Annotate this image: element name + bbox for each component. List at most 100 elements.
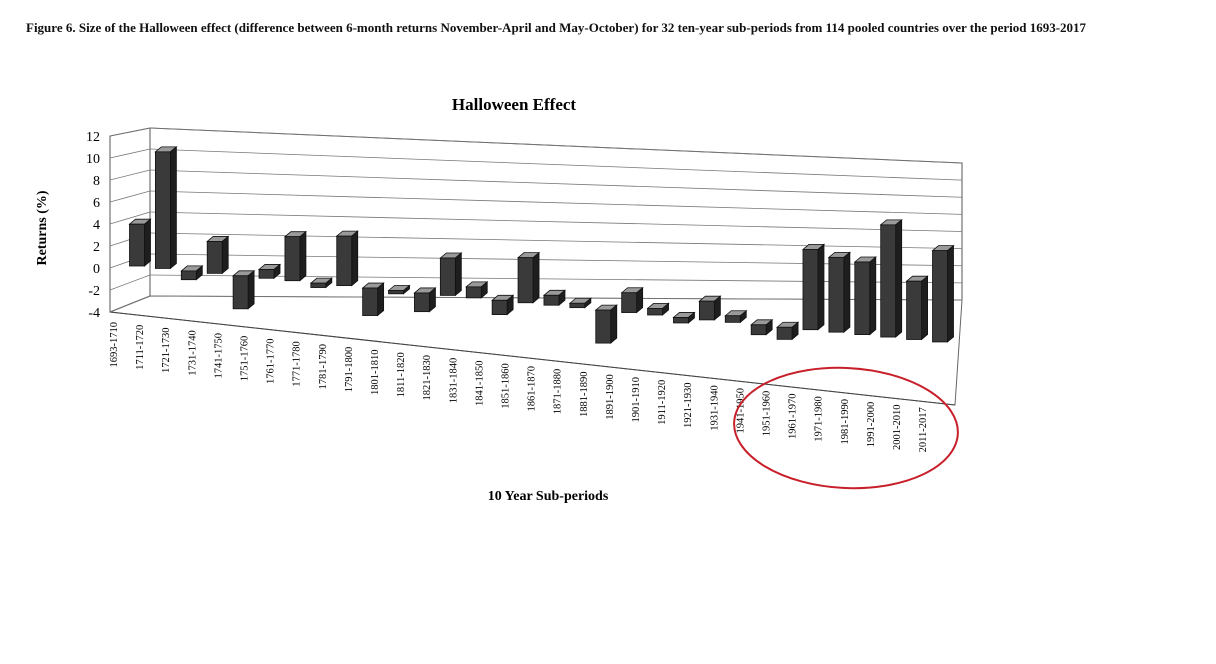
y-axis-label: Returns (%) <box>35 190 50 265</box>
x-tick-label: 1901-1910 <box>631 377 642 423</box>
bar <box>905 275 929 341</box>
bar <box>128 218 152 267</box>
x-tick-label: 1801-1810 <box>370 350 381 396</box>
bar-front-face <box>724 315 741 323</box>
bar-side-face <box>532 251 540 304</box>
bar <box>542 289 567 307</box>
bar-front-face <box>906 280 922 340</box>
bar-front-face <box>310 282 327 288</box>
bar <box>309 277 333 289</box>
tick-labels: -4 -2 0 2 4 6 8 10 12 1693-1710 1711-1720 1721-1730… <box>86 130 929 452</box>
bar <box>568 297 592 309</box>
bar-front-face <box>155 151 171 269</box>
x-tick-label: 2001-2010 <box>892 405 903 451</box>
gridline-side-4 <box>109 211 151 225</box>
gridline-5 <box>149 190 963 215</box>
gridline-7 <box>149 148 963 181</box>
gridline-side-5 <box>109 190 151 203</box>
bar <box>672 311 696 324</box>
bar-front-face <box>491 299 508 315</box>
y-tick-label: 0 <box>93 262 100 277</box>
y-tick-label: -2 <box>88 284 100 299</box>
bar <box>931 244 955 343</box>
bar <box>154 145 178 270</box>
bar-front-face <box>828 256 845 333</box>
bar-front-face <box>776 326 793 340</box>
bar <box>257 263 282 280</box>
bar-front-face <box>232 275 249 310</box>
x-tick-label: 1981-1990 <box>840 399 851 445</box>
bar <box>620 286 644 314</box>
bar <box>516 251 541 304</box>
highlight-ellipse-shape <box>733 366 959 490</box>
bar-side-face <box>377 282 385 317</box>
gridline-6 <box>149 169 963 198</box>
x-tick-label: 1941-1950 <box>735 388 746 434</box>
bar-side-face <box>869 256 877 336</box>
bar-front-face <box>414 292 430 313</box>
bar-front-face <box>647 307 663 316</box>
bar <box>827 251 851 334</box>
bar <box>594 304 618 344</box>
y-tick-label: 10 <box>86 152 100 167</box>
bar-front-face <box>206 241 223 274</box>
bar-side-face <box>247 269 255 310</box>
x-axis-label: 10 Year Sub-periods <box>488 489 609 504</box>
bar <box>465 280 489 299</box>
bar <box>283 230 308 282</box>
bar-front-face <box>388 290 404 295</box>
bar-front-face <box>802 248 819 331</box>
bar-front-face <box>932 250 948 343</box>
x-tick-label: 1841-1850 <box>474 361 485 407</box>
x-tick-label: 1971-1980 <box>814 396 825 442</box>
bars <box>128 145 955 344</box>
gridline-side-8 <box>109 127 151 137</box>
x-tick-label: 1781-1790 <box>318 344 329 390</box>
bar <box>879 218 903 338</box>
bar-side-face <box>610 304 618 344</box>
bar-side-face <box>144 218 151 267</box>
x-tick-label: 1951-1960 <box>762 391 773 437</box>
x-tick-label: 1851-1860 <box>501 363 512 409</box>
bar-front-face <box>517 257 534 304</box>
gridline-4 <box>149 211 963 232</box>
bar-side-face <box>170 145 177 270</box>
bar-side-face <box>947 244 954 343</box>
bar <box>387 284 411 295</box>
bar <box>361 282 385 317</box>
bar-side-face <box>299 230 307 282</box>
x-tick-label: 1711-1720 <box>135 325 146 370</box>
bar-front-face <box>621 292 638 313</box>
x-tick-label: 1821-1830 <box>422 355 433 401</box>
x-tick-label: 1831-1840 <box>448 358 459 404</box>
gridline-side-1 <box>109 274 151 291</box>
bar <box>698 295 722 321</box>
gridline-8 <box>149 127 963 164</box>
bar <box>491 294 515 316</box>
x-tick-label: 1871-1880 <box>553 369 564 415</box>
figure-caption: Figure 6. Size of the Halloween effect (… <box>26 20 1087 35</box>
x-tick-label: 1721-1730 <box>161 328 172 374</box>
bar <box>750 318 774 336</box>
floor-front-edge <box>109 311 956 406</box>
bar <box>232 269 256 310</box>
bar-front-face <box>750 324 767 336</box>
x-tick-label: 1911-1920 <box>657 380 668 425</box>
bar-front-face <box>258 269 275 279</box>
bar <box>439 252 463 297</box>
bar <box>801 243 826 331</box>
bar <box>724 309 748 324</box>
gridlines <box>109 127 963 313</box>
y-tick-label: -4 <box>88 306 100 321</box>
x-tick-label: 1693-1710 <box>109 322 120 368</box>
y-tick-label: 4 <box>93 218 100 233</box>
x-tick-label: 1931-1940 <box>709 385 720 431</box>
bar-side-face <box>895 218 903 338</box>
bar-side-face <box>817 243 825 331</box>
x-tick-label: 1761-1770 <box>266 339 277 385</box>
gridline-side-6 <box>109 169 151 181</box>
x-tick-label: 1741-1750 <box>213 333 224 379</box>
x-tick-label: 1791-1800 <box>344 347 355 393</box>
bar <box>206 235 230 275</box>
